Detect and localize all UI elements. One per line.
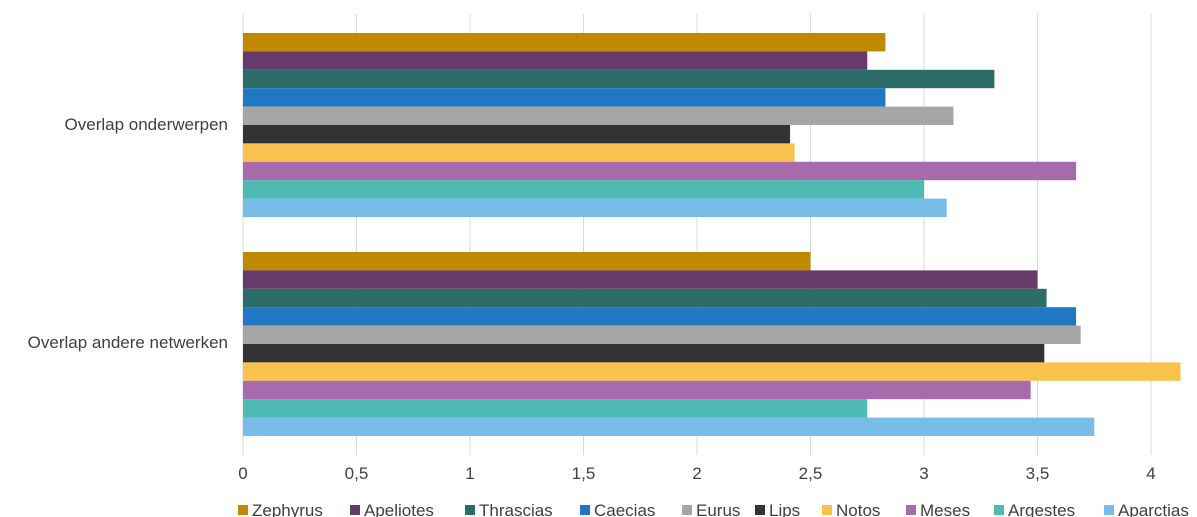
bars (243, 33, 1181, 436)
legend-swatch-3 (580, 505, 590, 515)
bar-1-9 (243, 417, 1095, 436)
x-tick-label-6: 3 (919, 464, 928, 483)
x-tick-label-2: 1 (465, 464, 474, 483)
legend-label-1: Apeliotes (364, 501, 434, 517)
legend-swatch-7 (906, 505, 916, 515)
bar-1-3 (243, 307, 1077, 326)
bar-0-1 (243, 51, 868, 70)
bar-1-0 (243, 252, 811, 271)
category-label-0: Overlap onderwerpen (65, 115, 228, 134)
bar-0-8 (243, 180, 924, 199)
bar-1-7 (243, 380, 1031, 400)
x-tick-label-8: 4 (1146, 464, 1155, 483)
bar-1-8 (243, 399, 868, 418)
bar-1-6 (243, 362, 1181, 381)
legend-label-0: Zephyrus (252, 501, 323, 517)
legend-swatch-2 (465, 505, 475, 515)
legend-swatch-5 (755, 505, 765, 515)
legend-swatch-9 (1104, 505, 1114, 515)
bar-0-3 (243, 88, 886, 107)
bar-1-2 (243, 288, 1047, 308)
bar-0-0 (243, 33, 886, 52)
legend-label-4: Eurus (696, 501, 740, 517)
x-tick-label-0: 0 (238, 464, 247, 483)
legend-swatch-1 (350, 505, 360, 515)
bar-1-1 (243, 270, 1038, 289)
bar-1-4 (243, 325, 1081, 344)
legend-label-5: Lips (769, 501, 800, 517)
legend-label-3: Caecias (594, 501, 655, 517)
x-tick-label-7: 3,5 (1026, 464, 1050, 483)
legend-swatch-6 (822, 505, 832, 515)
bar-0-5 (243, 125, 791, 144)
bar-0-6 (243, 143, 795, 162)
x-tick-label-5: 2,5 (799, 464, 823, 483)
legend-label-2: Thrascias (479, 501, 553, 517)
x-tick-label-3: 1,5 (572, 464, 596, 483)
legend: Zephyrus Apeliotes Thrascias Caecias Eurus Li… (238, 501, 1189, 517)
legend-label-7: Meses (920, 501, 970, 517)
bar-0-7 (243, 161, 1077, 181)
legend-swatch-0 (238, 505, 248, 515)
bar-1-5 (243, 344, 1045, 363)
bar-0-4 (243, 106, 954, 125)
legend-swatch-8 (994, 505, 1004, 515)
x-axis-tick-labels: 0 0,5 1 1,5 2 2,5 3 3,5 4 (238, 464, 1155, 483)
category-label-1: Overlap andere netwerken (28, 333, 228, 352)
legend-label-9: Aparctias (1118, 501, 1189, 517)
legend-label-8: Argestes (1008, 501, 1075, 517)
legend-swatch-4 (682, 505, 692, 515)
x-tick-label-1: 0,5 (345, 464, 369, 483)
bar-0-9 (243, 198, 947, 217)
x-tick-label-4: 2 (692, 464, 701, 483)
legend-label-6: Notos (836, 501, 880, 517)
bar-0-2 (243, 69, 995, 89)
category-labels: Overlap onderwerpen Overlap andere netwer… (28, 115, 228, 352)
